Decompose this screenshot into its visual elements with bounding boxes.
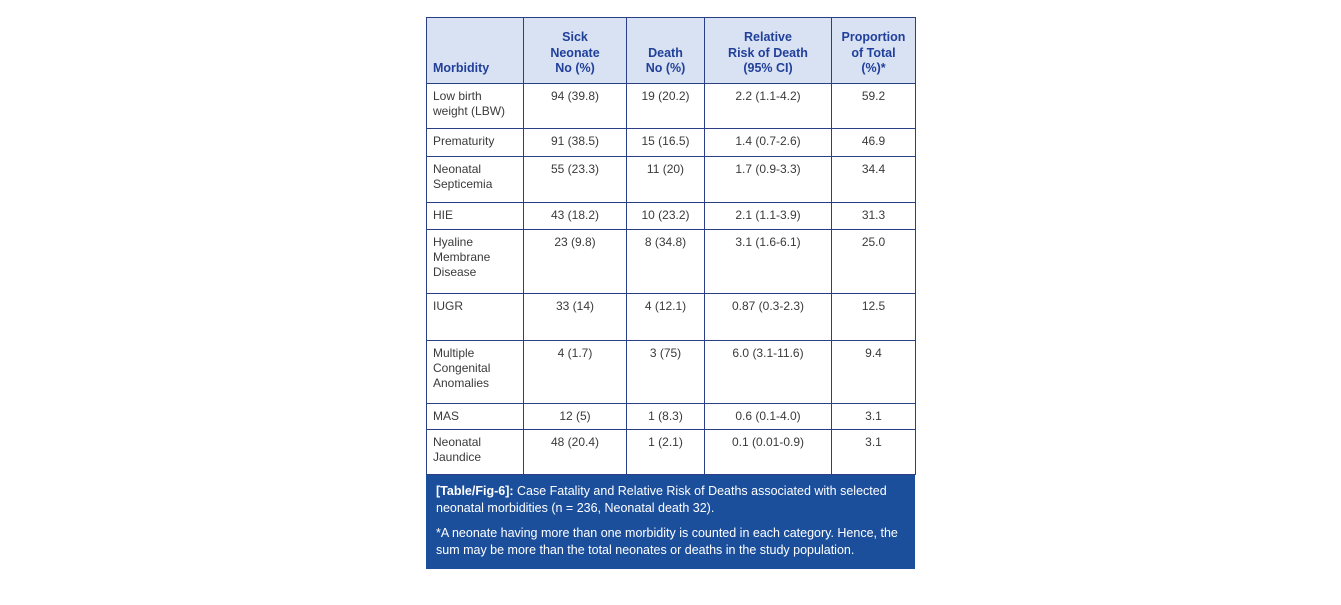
cell-sick-neonate: 94 (39.8) [523,83,627,129]
cell-relative-risk: 6.0 (3.1-11.6) [704,340,832,404]
cell-relative-risk: 2.2 (1.1-4.2) [704,83,832,129]
cell-morbidity: Neonatal Jaundice [426,429,524,475]
cell-death: 3 (75) [626,340,705,404]
cell-death: 11 (20) [626,156,705,203]
cell-morbidity: Hyaline Membrane Disease [426,229,524,294]
cell-sick-neonate: 55 (23.3) [523,156,627,203]
table-row: Low birth weight (LBW) 94 (39.8) 19 (20.… [426,83,916,129]
caption-text: Case Fatality and Relative Risk of Death… [436,484,887,515]
cell-proportion: 12.5 [831,293,916,341]
cell-proportion: 59.2 [831,83,916,129]
header-cell-relative-risk: Relative Risk of Death (95% CI) [704,17,832,84]
cell-death: 19 (20.2) [626,83,705,129]
table-row: Multiple Congenital Anomalies 4 (1.7) 3 … [426,340,916,404]
cell-morbidity: Prematurity [426,128,524,157]
cell-sick-neonate: 48 (20.4) [523,429,627,475]
cell-death: 8 (34.8) [626,229,705,294]
cell-proportion: 3.1 [831,429,916,475]
cell-sick-neonate: 12 (5) [523,403,627,430]
cell-death: 1 (2.1) [626,429,705,475]
table-row: Prematurity 91 (38.5) 15 (16.5) 1.4 (0.7… [426,128,916,157]
header-row: Morbidity Sick Neonate No (%) Death No (… [426,17,916,84]
cell-relative-risk: 0.87 (0.3-2.3) [704,293,832,341]
cell-morbidity: MAS [426,403,524,430]
cell-relative-risk: 0.6 (0.1-4.0) [704,403,832,430]
table-row: Neonatal Jaundice 48 (20.4) 1 (2.1) 0.1 … [426,429,916,475]
table-row: HIE 43 (18.2) 10 (23.2) 2.1 (1.1-3.9) 31… [426,202,916,230]
cell-proportion: 34.4 [831,156,916,203]
header-cell-proportion: Proportion of Total (%)* [831,17,916,84]
cell-death: 10 (23.2) [626,202,705,230]
cell-sick-neonate: 33 (14) [523,293,627,341]
cell-relative-risk: 1.7 (0.9-3.3) [704,156,832,203]
table-body: Low birth weight (LBW) 94 (39.8) 19 (20.… [426,83,916,475]
table-row: Neonatal Septicemia 55 (23.3) 11 (20) 1.… [426,156,916,203]
cell-morbidity: HIE [426,202,524,230]
table-row: MAS 12 (5) 1 (8.3) 0.6 (0.1-4.0) 3.1 [426,403,916,430]
header-cell-morbidity: Morbidity [426,17,524,84]
cell-morbidity: Neonatal Septicemia [426,156,524,203]
cell-proportion: 31.3 [831,202,916,230]
cell-sick-neonate: 91 (38.5) [523,128,627,157]
table-caption: [Table/Fig-6]: Case Fatality and Relativ… [426,475,915,569]
cell-sick-neonate: 43 (18.2) [523,202,627,230]
table-figure: Morbidity Sick Neonate No (%) Death No (… [426,17,916,569]
morbidity-table: Morbidity Sick Neonate No (%) Death No (… [426,17,916,475]
cell-sick-neonate: 23 (9.8) [523,229,627,294]
cell-proportion: 3.1 [831,403,916,430]
cell-relative-risk: 3.1 (1.6-6.1) [704,229,832,294]
table-row: Hyaline Membrane Disease 23 (9.8) 8 (34.… [426,229,916,294]
cell-proportion: 46.9 [831,128,916,157]
cell-proportion: 9.4 [831,340,916,404]
header-cell-death: Death No (%) [626,17,705,84]
cell-morbidity: IUGR [426,293,524,341]
cell-relative-risk: 2.1 (1.1-3.9) [704,202,832,230]
header-cell-sick-neonate: Sick Neonate No (%) [523,17,627,84]
cell-morbidity: Low birth weight (LBW) [426,83,524,129]
caption-main: [Table/Fig-6]: Case Fatality and Relativ… [436,483,903,517]
cell-relative-risk: 1.4 (0.7-2.6) [704,128,832,157]
cell-proportion: 25.0 [831,229,916,294]
cell-death: 4 (12.1) [626,293,705,341]
cell-death: 1 (8.3) [626,403,705,430]
cell-relative-risk: 0.1 (0.01-0.9) [704,429,832,475]
cell-death: 15 (16.5) [626,128,705,157]
table-header: Morbidity Sick Neonate No (%) Death No (… [426,17,916,84]
cell-sick-neonate: 4 (1.7) [523,340,627,404]
caption-footnote: *A neonate having more than one morbidit… [436,525,898,557]
caption-label: [Table/Fig-6]: [436,484,514,498]
table-row: IUGR 33 (14) 4 (12.1) 0.87 (0.3-2.3) 12.… [426,293,916,341]
cell-morbidity: Multiple Congenital Anomalies [426,340,524,404]
